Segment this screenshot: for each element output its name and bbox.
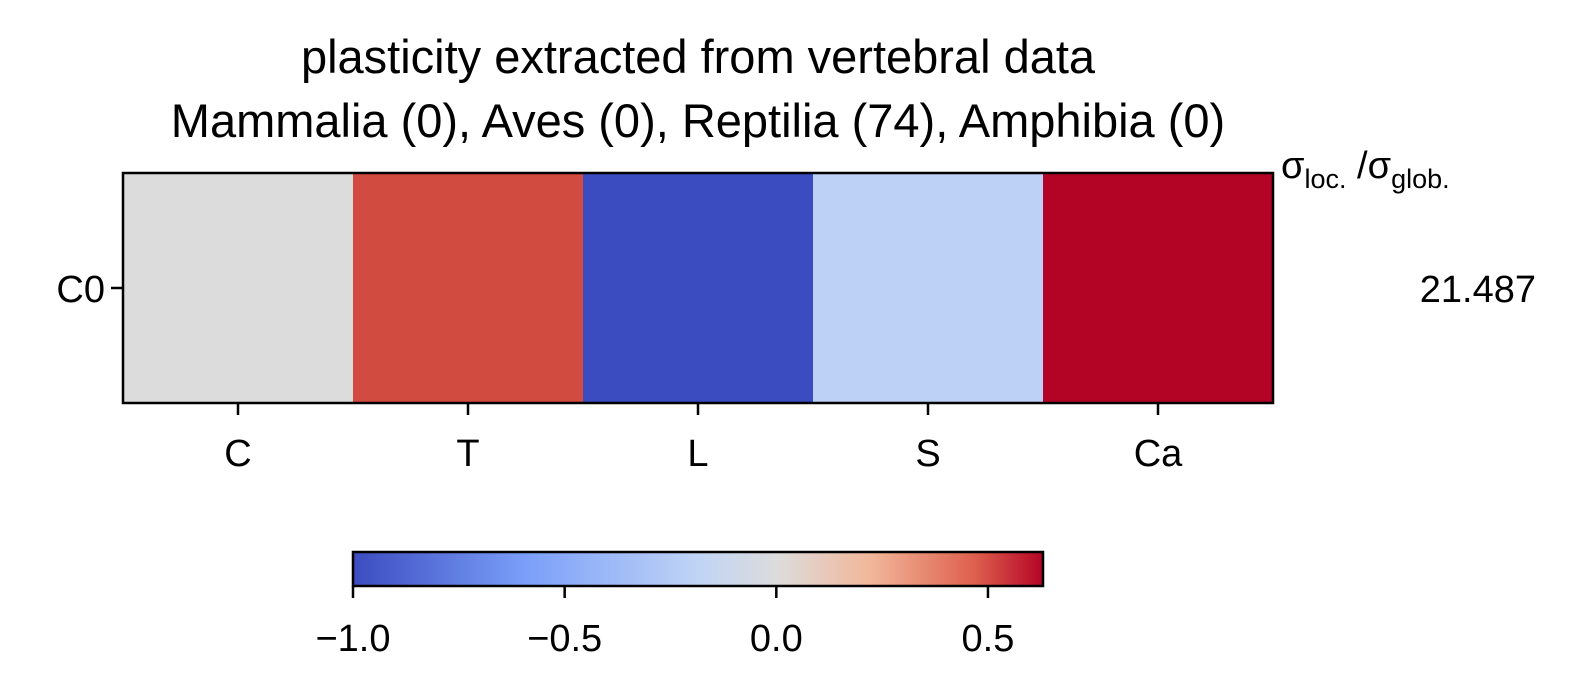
heatmap-cell <box>1043 173 1274 403</box>
x-tick-label: Ca <box>1134 433 1183 475</box>
colorbar-tick-label: 0.0 <box>750 618 803 660</box>
chart-title-line1: plasticity extracted from vertebral data <box>301 30 1096 83</box>
x-tick-label: C <box>224 433 251 475</box>
side-value-label: 21.487 <box>1420 269 1536 311</box>
chart-title-line2: Mammalia (0), Aves (0), Reptilia (74), A… <box>171 94 1225 147</box>
header-slash: / <box>1346 145 1368 187</box>
x-tick-label: S <box>915 433 940 475</box>
sigma-glob-symbol: σ <box>1368 145 1391 187</box>
y-tick-label: C0 <box>56 269 105 311</box>
colorbar-tick-label: −1.0 <box>315 618 390 660</box>
side-header: σloc. /σglob. <box>1281 145 1450 194</box>
sigma-glob-subscript: glob. <box>1391 164 1450 194</box>
x-tick-label: L <box>687 433 708 475</box>
colorbar <box>351 550 1045 588</box>
heatmap-cell <box>123 173 354 403</box>
x-tick-label: T <box>456 433 479 475</box>
sigma-loc-subscript: loc. <box>1304 164 1346 194</box>
side-values: 21.487 <box>1420 269 1536 311</box>
heatmap-cell <box>583 173 814 403</box>
colorbar-tick-label: −0.5 <box>527 618 602 660</box>
heatmap-cell <box>813 173 1044 403</box>
colorbar-ticks: −1.0 −0.5 0.0 0.5 <box>315 586 1014 660</box>
colorbar-tick-label: 0.5 <box>962 618 1015 660</box>
x-axis-ticks: C T L S Ca <box>224 403 1183 475</box>
heatmap-cell <box>353 173 584 403</box>
y-axis-ticks: C0 <box>56 269 123 311</box>
heatmap-cells <box>123 173 1274 403</box>
sigma-loc-symbol: σ <box>1281 145 1304 187</box>
